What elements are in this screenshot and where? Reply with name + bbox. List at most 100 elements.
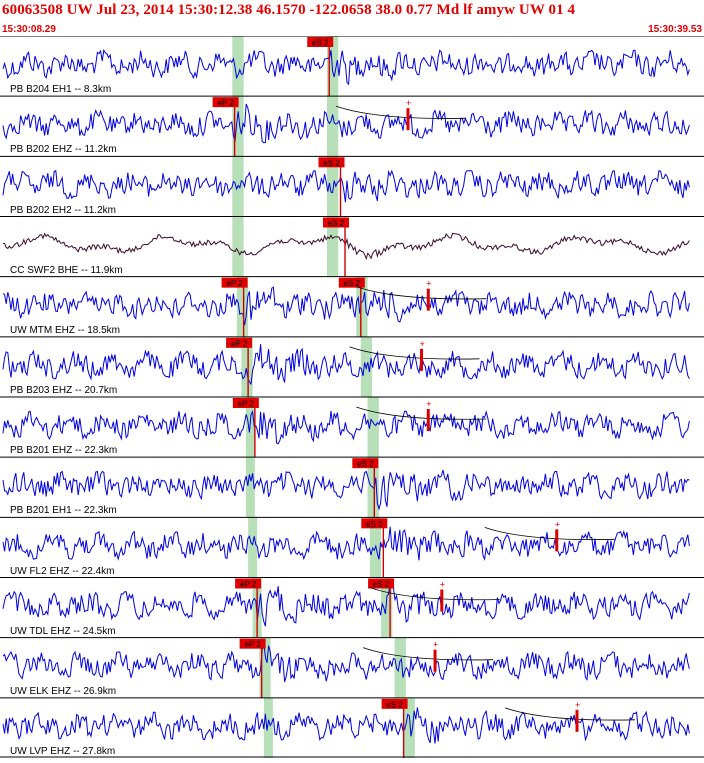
- phase-window: [367, 397, 379, 458]
- coda-curve: [356, 406, 487, 420]
- waveform: [2, 232, 690, 261]
- pick-marker: [232, 398, 259, 408]
- phase-window: [263, 697, 273, 758]
- pick-label: eP 2: [240, 580, 257, 589]
- header: 60063508 UW Jul 23, 2014 15:30:12.38 46.…: [0, 0, 704, 36]
- pick-marker: [307, 37, 334, 47]
- phase-window: [326, 216, 339, 277]
- coda-curve: [349, 346, 480, 360]
- trace-row: eS 2: [0, 155, 704, 217]
- phase-window: [241, 336, 253, 397]
- pick-label: eS 2: [312, 39, 329, 48]
- trace-row: eP 2 +: [0, 95, 704, 157]
- pick-marker: [221, 277, 248, 288]
- phase-window: [236, 276, 249, 337]
- pick-marker: [226, 337, 253, 348]
- amplitude-plus: +: [555, 519, 560, 529]
- pick-label: eP 2: [217, 99, 234, 108]
- pick-label: eS 2: [386, 700, 403, 709]
- waveform: [2, 169, 690, 203]
- trace-label: PB B201 EH1 -- 22.3km: [10, 505, 117, 517]
- pick-marker: [352, 458, 379, 469]
- amplitude-plus: +: [433, 640, 438, 650]
- amplitude-plus: +: [575, 700, 580, 710]
- trace-row: eP 2 +: [0, 637, 704, 698]
- amplitude-plus: +: [406, 98, 411, 108]
- pick-marker: [338, 277, 365, 288]
- waveform: [2, 286, 690, 326]
- waveform: [2, 103, 690, 144]
- pick-marker: [323, 217, 350, 228]
- trace-row: eS 2: [0, 35, 704, 97]
- trace-label: PB B201 EHZ -- 22.3km: [10, 445, 118, 457]
- phase-window: [326, 156, 339, 217]
- pick-label: eP 2: [244, 640, 261, 649]
- phase-window: [259, 637, 271, 698]
- waveform: [2, 707, 690, 744]
- pick-label: eP 2: [238, 400, 255, 409]
- amplitude-plus: +: [440, 580, 445, 590]
- trace-row: eP 2 +: [0, 396, 704, 458]
- pick-marker: [235, 578, 262, 589]
- pick-label: eS 2: [357, 460, 374, 469]
- trace-row: eS 2 +: [0, 516, 704, 578]
- trace-label: PB B202 EH2 -- 11.2km: [10, 204, 116, 216]
- coda-curve: [335, 105, 467, 119]
- pick-marker: [368, 578, 395, 589]
- trace-row: eS 2: [0, 216, 704, 277]
- trace-label: CC SWF2 BHE -- 11.9km: [10, 264, 123, 276]
- waveform: [2, 344, 690, 386]
- trace-row: eP 2 eS 2 +: [0, 577, 704, 638]
- phase-window: [403, 697, 415, 758]
- pick-label: eS 2: [366, 520, 383, 529]
- trace-label: PB B202 EHZ -- 11.2km: [10, 144, 117, 156]
- trace-row: eP 2 eS 2 +: [0, 276, 704, 337]
- pick-marker: [381, 698, 408, 709]
- waveform: [2, 579, 690, 627]
- coda-curve: [356, 286, 487, 300]
- phase-window: [232, 36, 244, 97]
- waveform: [2, 48, 690, 86]
- phase-window: [381, 577, 393, 638]
- phase-window: [232, 96, 244, 157]
- pick-marker: [318, 157, 345, 168]
- trace-label: PB B204 EH1 -- 8.3km: [10, 84, 112, 96]
- pick-marker: [239, 638, 266, 649]
- waveform: [2, 643, 690, 682]
- pick-label: eS 2: [328, 219, 345, 228]
- amplitude-plus: +: [426, 279, 431, 289]
- pick-marker: [212, 97, 239, 108]
- amplitude-plus: +: [420, 339, 425, 349]
- waveform: [2, 410, 690, 445]
- seismogram-svg: eS 2eP 2 +eS 2eS 2eP 2 eS 2 +eP 2 +eP 2 +eS 2…: [0, 35, 704, 758]
- trace-row: eS 2: [0, 456, 704, 518]
- trace-label: UW TDL EHZ -- 24.5km: [10, 625, 116, 637]
- trace-row: eS 2 +: [0, 697, 704, 758]
- coda-curve: [362, 647, 494, 661]
- coda-curve: [484, 526, 615, 540]
- trace-label: UW MTM EHZ -- 18.5km: [10, 324, 120, 336]
- pick-label: eP 2: [226, 279, 243, 288]
- trace-label: UW ELK EHZ -- 26.9km: [10, 685, 117, 697]
- phase-window: [326, 96, 339, 157]
- start-time: 15:30:08.29: [2, 24, 56, 35]
- trace-row: eP 2 +: [0, 336, 704, 397]
- event-title: 60063508 UW Jul 23, 2014 15:30:12.38 46.…: [2, 2, 576, 18]
- pick-label: eS 2: [323, 159, 340, 168]
- trace-label: UW FL2 EHZ -- 22.4km: [10, 565, 115, 577]
- waveform: [2, 526, 690, 562]
- phase-window: [356, 276, 368, 337]
- trace-label: PB B203 EHZ -- 20.7km: [10, 385, 118, 396]
- coda-curve: [369, 587, 500, 601]
- phase-window: [248, 517, 258, 578]
- pick-label: eP 2: [231, 339, 248, 348]
- end-time: 15:30:39.53: [648, 24, 702, 35]
- phase-window: [245, 457, 255, 518]
- amplitude-plus: +: [426, 399, 431, 409]
- pick-label: eS 2: [373, 580, 390, 589]
- coda-curve: [504, 707, 636, 721]
- seismogram-panel: eS 2 eP 2 + eS 2 eS 2 eP 2 eS 2 + eP 2 + eP 2 + eS 2…: [0, 35, 704, 758]
- waveform: [2, 469, 690, 511]
- pick-label: eS 2: [344, 279, 361, 288]
- phase-window: [394, 637, 406, 698]
